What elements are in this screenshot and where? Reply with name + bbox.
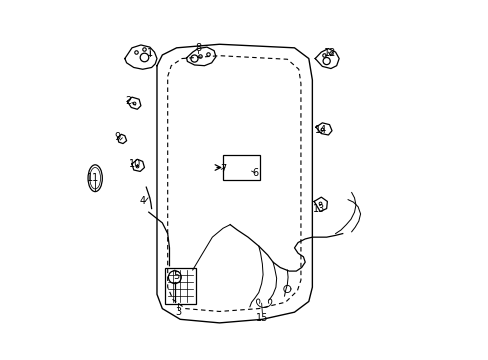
Text: 6: 6 [252,168,258,178]
Text: 14: 14 [315,125,327,135]
Text: 3: 3 [175,307,181,317]
Text: 8: 8 [195,43,201,53]
Text: 11: 11 [86,173,99,183]
Text: 9: 9 [114,132,121,142]
Text: 15: 15 [256,312,268,323]
Text: 13: 13 [313,203,325,213]
Text: 5: 5 [173,271,180,282]
Text: 1: 1 [146,48,153,58]
Text: 7: 7 [220,164,226,174]
Text: 4: 4 [140,197,145,206]
Text: 2: 2 [125,96,131,107]
Text: 12: 12 [324,48,336,58]
Text: 10: 10 [128,159,141,169]
